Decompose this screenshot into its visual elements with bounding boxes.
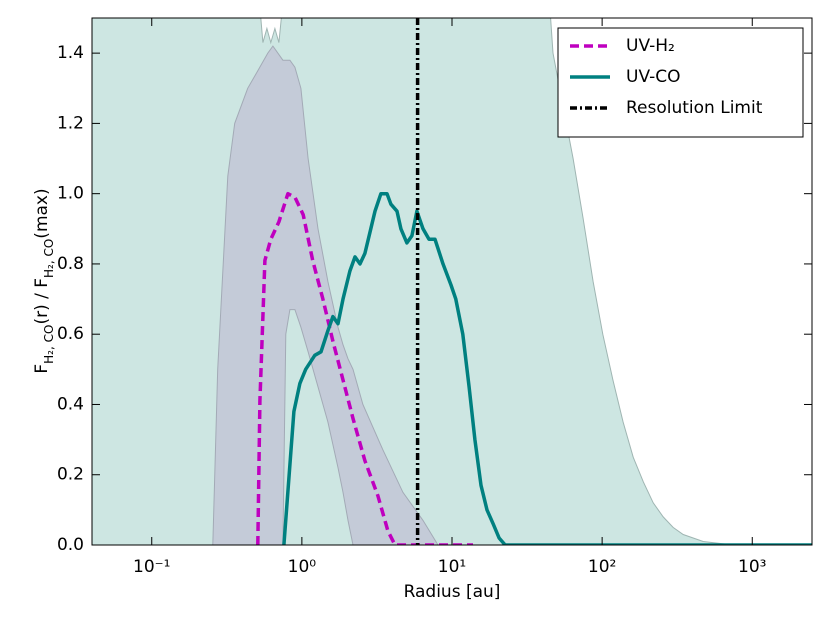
y-label-part: (r) / F [32,278,52,325]
y-tick-label: 0.4 [57,394,84,414]
y-label-part: H₂, CO [42,325,56,364]
legend: UV-H₂ UV-CO Resolution Limit [557,27,804,138]
x-tick-label: 10⁻¹ [133,557,170,577]
x-tick-label: 10¹ [438,557,466,577]
y-tick-label: 1.2 [57,113,84,133]
y-tick-label: 1.0 [57,184,84,204]
series-line [282,191,812,545]
legend-label: Resolution Limit [626,98,763,118]
y-tick-label: 1.4 [57,43,84,63]
legend-label: UV-CO [626,67,680,87]
plot-area [92,18,812,545]
y-label-part: H₂, CO [42,239,56,278]
y-axis-label: FH₂, CO(r) / FH₂, CO(max) [32,188,56,373]
legend-box [557,27,804,138]
x-tick-label: 10² [588,557,616,577]
x-axis-label: Radius [au] [404,582,501,602]
series-line [256,191,473,545]
y-tick-label: 0.0 [57,535,84,555]
y-label-part: (max) [32,188,52,238]
x-tick-label: 10³ [738,557,766,577]
y-tick-label: 0.6 [57,324,84,344]
y-tick-label: 0.8 [57,254,84,274]
legend-label: UV-H₂ [626,36,675,56]
band-area [212,45,439,545]
axes: 10⁻¹ 10⁰ 10¹ 10² 10³ 0.0 0.2 0.4 0.6 0.8 1.0 1.2 1.4 [57,17,813,577]
y-tick-label: 0.2 [57,465,84,485]
y-label-part: F [32,364,52,374]
x-tick-label: 10⁰ [288,557,317,577]
